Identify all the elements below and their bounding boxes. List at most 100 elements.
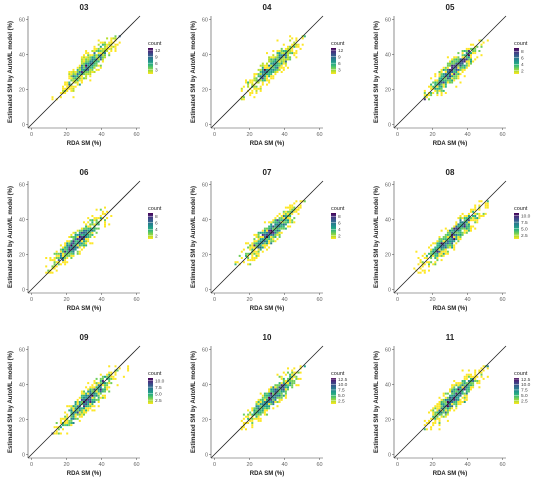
data-bin (257, 413, 260, 416)
data-bin (95, 390, 98, 393)
data-bin (80, 398, 83, 401)
data-bin (249, 94, 252, 97)
data-bin (83, 405, 85, 408)
data-bin (104, 41, 106, 44)
data-bin (59, 248, 62, 251)
data-bin (257, 73, 260, 76)
data-bin (434, 73, 437, 76)
data-bin (268, 231, 271, 234)
data-bin (470, 227, 472, 230)
data-bin (280, 231, 283, 234)
data-bin (274, 64, 277, 67)
data-bin (467, 369, 470, 372)
data-bin (266, 77, 268, 80)
data-bin (89, 398, 92, 401)
data-bin (467, 47, 470, 50)
data-bin (449, 388, 451, 391)
data-bin (78, 73, 81, 76)
data-bin (74, 233, 77, 236)
data-bin (446, 62, 449, 65)
data-bin (80, 407, 83, 410)
data-bin (251, 419, 254, 422)
data-bin (110, 50, 113, 52)
data-bin (472, 60, 475, 63)
data-bin (251, 83, 254, 86)
data-bin (255, 242, 258, 245)
data-bin (242, 422, 245, 424)
data-bin (451, 392, 454, 395)
data-bin (436, 242, 439, 245)
data-bin (62, 261, 64, 264)
data-bin (289, 215, 292, 217)
data-bin (66, 422, 69, 424)
x-tick-label: 0 (396, 297, 399, 303)
data-bin (95, 54, 98, 57)
data-bin (76, 250, 79, 253)
data-bin (474, 217, 477, 220)
x-tick-label: 60 (316, 462, 322, 468)
data-bin (72, 89, 75, 92)
data-bin (428, 265, 430, 268)
data-bin (257, 419, 260, 422)
data-bin (417, 263, 420, 266)
data-bin (274, 223, 277, 226)
data-bin (449, 64, 451, 67)
x-tick-label: 20 (63, 462, 69, 468)
data-bin (261, 398, 264, 401)
data-bin (74, 242, 77, 245)
x-tick-label: 20 (246, 132, 252, 138)
data-bin (270, 388, 273, 391)
panel-title: 11 (446, 333, 455, 342)
data-bin (51, 259, 54, 262)
data-bin (463, 396, 466, 399)
x-axis-label: RDA SM (%) (67, 141, 101, 147)
data-bin (451, 64, 454, 67)
data-bin (66, 242, 69, 245)
x-tick-label: 60 (133, 297, 139, 303)
data-bin (76, 401, 79, 403)
data-bin (472, 219, 475, 222)
y-tick-label: 40 (19, 383, 25, 389)
data-bin (434, 405, 437, 408)
data-bin (455, 398, 458, 401)
data-bin (463, 58, 466, 61)
data-bin (440, 411, 443, 414)
data-bin (55, 422, 58, 424)
data-bin (480, 375, 483, 378)
data-bin (449, 60, 451, 63)
data-bin (97, 390, 100, 393)
y-tick-label: 0 (205, 288, 208, 294)
data-bin (282, 227, 285, 230)
legend-tick-label: 12.5 (338, 377, 348, 383)
data-bin (83, 56, 85, 59)
data-bin (97, 60, 100, 63)
data-bin (280, 52, 283, 55)
data-bin (85, 231, 88, 234)
data-bin (467, 388, 470, 391)
data-bin (259, 409, 262, 412)
data-bin (455, 390, 458, 393)
data-bin (259, 417, 262, 420)
data-bin (436, 89, 439, 92)
data-bin (59, 254, 62, 257)
data-bin (87, 392, 90, 395)
data-bin (440, 94, 443, 97)
data-bin (472, 384, 475, 387)
data-bin (446, 392, 449, 395)
data-bin (57, 428, 60, 431)
data-bin (486, 365, 489, 368)
data-bin (440, 73, 443, 76)
data-bin (446, 75, 449, 78)
data-bin (74, 413, 77, 416)
data-bin (76, 66, 79, 69)
data-bin (263, 401, 266, 403)
data-bin (453, 58, 456, 61)
data-bin (87, 407, 90, 410)
data-bin (83, 64, 85, 67)
data-bin (268, 403, 271, 406)
data-bin (438, 422, 441, 424)
data-bin (461, 386, 464, 389)
data-bin (257, 401, 260, 403)
data-bin (453, 248, 456, 251)
data-bin (74, 71, 77, 73)
